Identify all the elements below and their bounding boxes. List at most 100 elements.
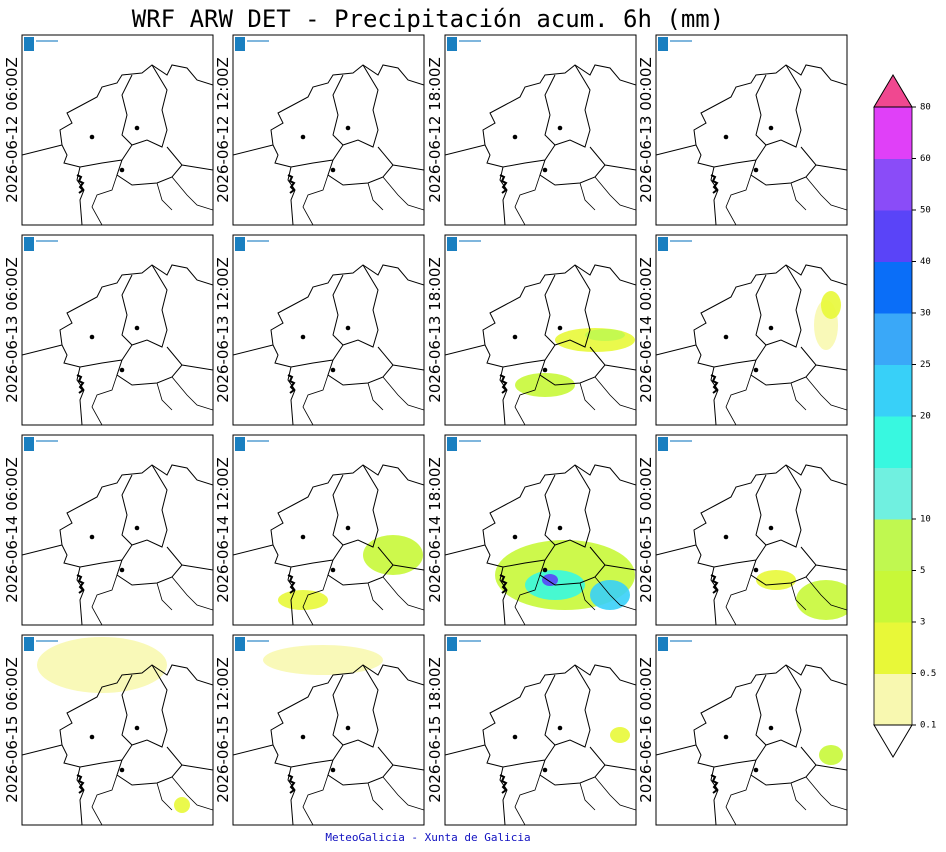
map-background — [656, 35, 847, 225]
rain-area — [821, 291, 841, 319]
colorbar-band — [874, 673, 912, 726]
rain-area — [515, 373, 575, 397]
colorbar-band — [874, 467, 912, 520]
map-panel — [444, 234, 637, 426]
map-background — [233, 435, 424, 625]
panel-frame — [21, 434, 214, 626]
panel-frame — [21, 634, 214, 826]
panel-frame — [655, 234, 848, 426]
rain-area — [542, 574, 558, 586]
panel-label: 2026-06-13 06:00Z — [3, 257, 21, 402]
map-panel — [21, 634, 214, 826]
map-content — [22, 435, 213, 625]
footer: MeteoGalicia - Xunta de Galicia — [325, 831, 530, 844]
panel-frame — [232, 434, 425, 626]
rain-area — [585, 329, 625, 341]
map-panel — [232, 634, 425, 826]
map-background — [22, 35, 213, 225]
panel-label: 2026-06-14 18:00Z — [426, 457, 444, 602]
map-content — [445, 235, 636, 425]
panel-label: 2026-06-12 18:00Z — [426, 57, 444, 202]
colorbar-band — [874, 261, 912, 314]
colorbar-tick-label: 30 — [920, 309, 931, 319]
map-background — [445, 635, 636, 825]
colorbar-over — [873, 74, 913, 108]
panel-label: 2026-06-15 06:00Z — [3, 657, 21, 802]
map-content — [445, 635, 636, 825]
map-background — [22, 235, 213, 425]
map-background — [233, 35, 424, 225]
map-panel — [444, 434, 637, 626]
map-content — [233, 35, 424, 225]
map-background — [233, 235, 424, 425]
map-panel — [655, 434, 848, 626]
title: WRF ARW DET - Precipitación acum. 6h (mm… — [132, 5, 724, 33]
panel-frame — [444, 234, 637, 426]
rain-area — [796, 580, 847, 620]
map-content — [445, 35, 636, 225]
rain-area — [819, 745, 843, 765]
map-panel — [655, 234, 848, 426]
colorbar-band — [874, 416, 912, 468]
panel-label: 2026-06-14 00:00Z — [637, 257, 655, 402]
colorbar-tick-label: 0.1 — [920, 721, 936, 731]
colorbar-band — [874, 313, 912, 365]
rain-area — [263, 645, 383, 675]
colorbar-tick-label: 60 — [920, 154, 931, 164]
colorbar-band — [874, 622, 912, 674]
colorbar-tick-label: 50 — [920, 206, 931, 216]
map-content — [22, 35, 213, 225]
map-panel — [232, 234, 425, 426]
colorbar-band — [874, 107, 912, 159]
panel-frame — [21, 234, 214, 426]
rain-area — [278, 590, 328, 610]
colorbar-tick-label: 40 — [920, 257, 931, 267]
colorbar-band — [874, 158, 912, 211]
map-background — [445, 35, 636, 225]
panel-label: 2026-06-15 18:00Z — [426, 657, 444, 802]
panel-label: 2026-06-13 12:00Z — [214, 257, 232, 402]
map-content — [656, 235, 847, 425]
map-content — [233, 635, 424, 825]
colorbar-band — [874, 364, 912, 417]
map-panel — [21, 434, 214, 626]
panel-label: 2026-06-14 06:00Z — [3, 457, 21, 602]
panel-frame — [232, 34, 425, 226]
panel-label: 2026-06-16 00:00Z — [637, 657, 655, 802]
map-panel — [232, 34, 425, 226]
map-content — [656, 635, 847, 825]
panel-frame — [232, 234, 425, 426]
rain-area — [37, 637, 167, 693]
map-panel — [655, 634, 848, 826]
panel-label: 2026-06-13 00:00Z — [637, 57, 655, 202]
map-content — [656, 35, 847, 225]
panel-frame — [444, 434, 637, 626]
map-content — [445, 435, 636, 625]
panel-frame — [655, 434, 848, 626]
map-content — [233, 435, 424, 625]
rain-area — [756, 570, 796, 590]
map-content — [22, 635, 213, 825]
map-panel — [444, 634, 637, 826]
panel-label: 2026-06-14 12:00Z — [214, 457, 232, 602]
map-content — [656, 435, 847, 625]
map-panel — [444, 34, 637, 226]
rain-area — [363, 535, 423, 575]
colorbar-tick-label: 25 — [920, 360, 931, 370]
panel-frame — [444, 634, 637, 826]
panel-frame — [444, 34, 637, 226]
map-background — [656, 635, 847, 825]
panel-label: 2026-06-12 06:00Z — [3, 57, 21, 202]
panel-frame — [232, 634, 425, 826]
colorbar-tick-label: 20 — [920, 412, 931, 422]
colorbar-band — [874, 210, 912, 262]
map-background — [22, 435, 213, 625]
map-panel — [21, 234, 214, 426]
panel-frame — [21, 34, 214, 226]
panel-label: 2026-06-15 00:00Z — [637, 457, 655, 602]
colorbar-band — [874, 570, 912, 623]
panel-label: 2026-06-15 12:00Z — [214, 657, 232, 802]
map-content — [22, 235, 213, 425]
panel-label: 2026-06-12 12:00Z — [214, 57, 232, 202]
